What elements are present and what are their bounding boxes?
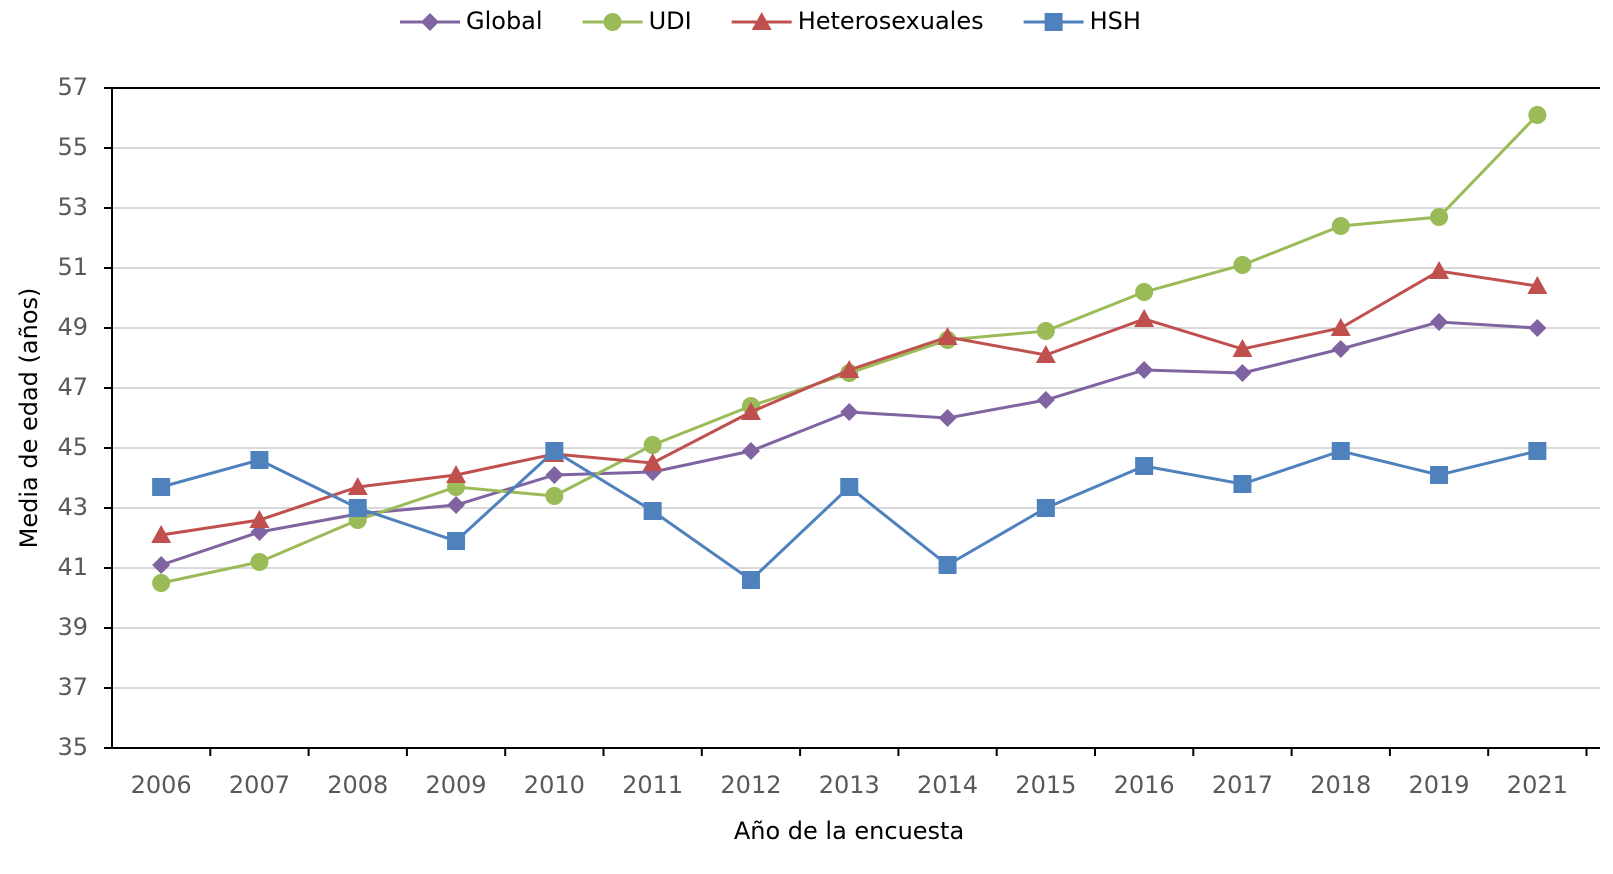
- marker: [347, 477, 368, 495]
- marker: [1134, 309, 1155, 327]
- marker: [446, 465, 467, 483]
- legend-text: UDI: [649, 7, 692, 35]
- marker: [1036, 391, 1055, 409]
- x-tick-label: 2010: [524, 771, 585, 799]
- marker: [421, 13, 439, 31]
- marker: [741, 571, 760, 589]
- y-tick-label: 43: [57, 493, 88, 521]
- y-tick-label: 41: [57, 553, 88, 581]
- marker: [751, 12, 772, 30]
- marker: [1035, 345, 1056, 363]
- x-tick-label: 2018: [1310, 771, 1371, 799]
- marker: [1135, 361, 1154, 379]
- marker: [152, 556, 171, 574]
- marker: [741, 442, 760, 460]
- legend-text: Global: [466, 7, 543, 35]
- marker: [250, 553, 269, 571]
- marker: [1528, 442, 1547, 460]
- marker: [937, 327, 958, 345]
- marker: [545, 442, 564, 460]
- legend-text: Heterosexuales: [798, 7, 984, 35]
- x-axis-title: Año de la encuesta: [734, 817, 964, 845]
- marker: [249, 510, 270, 528]
- y-tick-label: 45: [57, 433, 88, 461]
- legend-text: HSH: [1090, 7, 1141, 35]
- marker: [1528, 319, 1547, 337]
- x-tick-label: 2011: [622, 771, 683, 799]
- marker: [1527, 276, 1548, 294]
- marker: [152, 478, 171, 496]
- marker: [1430, 466, 1449, 484]
- x-tick-label: 2014: [917, 771, 978, 799]
- marker: [1430, 313, 1449, 331]
- x-tick-label: 2013: [819, 771, 880, 799]
- x-tick-label: 2007: [229, 771, 290, 799]
- y-tick-label: 57: [57, 73, 88, 101]
- marker: [1044, 13, 1063, 31]
- marker: [1135, 457, 1154, 475]
- y-axis-title: Media de edad (años): [15, 288, 43, 549]
- marker: [1330, 318, 1351, 336]
- y-tick-label: 47: [57, 373, 88, 401]
- marker: [1233, 256, 1252, 274]
- marker: [603, 13, 622, 31]
- marker: [1233, 364, 1252, 382]
- marker: [1528, 106, 1547, 124]
- marker: [151, 525, 172, 543]
- marker: [938, 409, 957, 427]
- x-tick-label: 2012: [720, 771, 781, 799]
- marker: [840, 403, 859, 421]
- x-tick-label: 2006: [131, 771, 192, 799]
- y-tick-label: 51: [57, 253, 88, 281]
- x-tick-label: 2008: [327, 771, 388, 799]
- marker: [1232, 339, 1253, 357]
- x-tick-label: 2016: [1114, 771, 1175, 799]
- marker: [250, 451, 269, 469]
- y-tick-label: 53: [57, 193, 88, 221]
- marker: [545, 466, 564, 484]
- x-tick-label: 2019: [1409, 771, 1470, 799]
- y-tick-label: 37: [57, 673, 88, 701]
- y-tick-label: 49: [57, 313, 88, 341]
- marker: [643, 436, 662, 454]
- series-line: [160, 320, 1538, 567]
- marker: [447, 532, 466, 550]
- x-tick-label: 2017: [1212, 771, 1273, 799]
- marker: [1036, 322, 1055, 340]
- y-tick-label: 35: [57, 733, 88, 761]
- marker: [840, 478, 859, 496]
- marker: [642, 453, 663, 471]
- marker: [447, 496, 466, 514]
- x-tick-label: 2009: [426, 771, 487, 799]
- marker: [839, 360, 860, 378]
- x-tick-label: 2021: [1507, 771, 1568, 799]
- marker: [1135, 283, 1154, 301]
- marker: [938, 556, 957, 574]
- marker: [348, 499, 367, 517]
- marker: [1331, 442, 1350, 460]
- marker: [1331, 217, 1350, 235]
- marker: [1430, 208, 1449, 226]
- marker: [643, 502, 662, 520]
- y-tick-label: 55: [57, 133, 88, 161]
- marker: [740, 402, 761, 420]
- x-tick-label: 2015: [1015, 771, 1076, 799]
- marker: [1331, 340, 1350, 358]
- marker: [545, 487, 564, 505]
- y-tick-label: 39: [57, 613, 88, 641]
- marker: [1429, 261, 1450, 279]
- marker: [1233, 475, 1252, 493]
- marker: [152, 574, 171, 592]
- marker: [1036, 499, 1055, 517]
